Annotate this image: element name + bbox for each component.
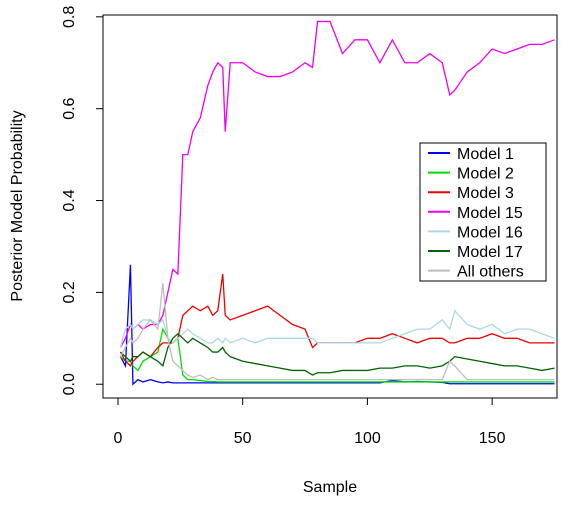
legend-label: Model 1 — [457, 146, 514, 163]
legend-label: Model 15 — [457, 205, 523, 222]
series-line — [119, 309, 555, 348]
series-line — [120, 327, 555, 383]
y-tick-label: 0.0 — [61, 373, 78, 395]
y-tick-label: 0.8 — [61, 6, 78, 28]
legend-label: Model 16 — [457, 224, 523, 241]
x-axis-label: Sample — [303, 479, 357, 496]
plot-frame — [102, 14, 558, 399]
y-tick-label: 0.4 — [61, 189, 78, 211]
series-line — [119, 283, 555, 381]
x-tick-label: 150 — [479, 430, 506, 447]
x-tick-label: 100 — [354, 430, 381, 447]
x-tick-label: 0 — [114, 430, 123, 447]
x-tick-label: 50 — [234, 430, 252, 447]
legend-label: All others — [457, 264, 524, 281]
series-line — [119, 20, 555, 348]
y-tick-label: 0.6 — [61, 97, 78, 119]
y-axis-label: Posterior Model Probability — [9, 110, 26, 301]
legend-label: Model 3 — [457, 185, 514, 202]
legend-label: Model 2 — [457, 166, 514, 183]
y-tick-label: 0.2 — [61, 281, 78, 303]
series-line — [119, 273, 555, 367]
legend-label: Model 17 — [457, 244, 523, 261]
series-line — [120, 332, 555, 376]
series-line — [119, 264, 555, 386]
